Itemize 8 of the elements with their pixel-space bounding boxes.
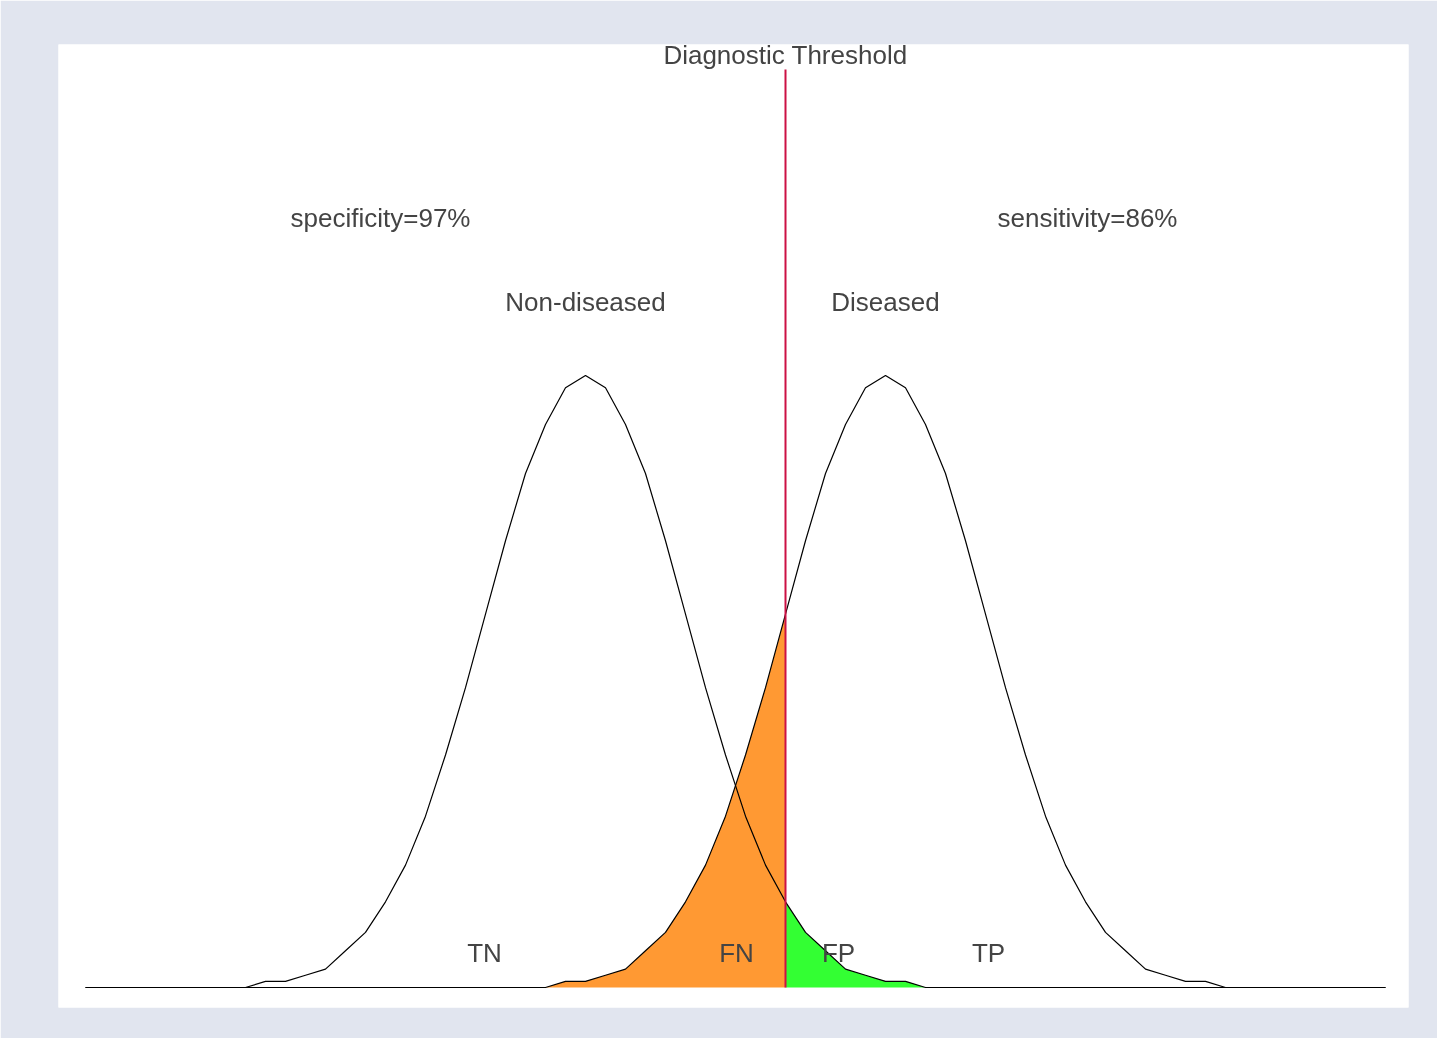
annotation: FN [719,938,754,969]
annotation: TP [971,938,1006,969]
chart-title: Diagnostic Threshold [663,39,908,70]
text: sensitivity=86% [997,203,1178,234]
annotation: TN [467,938,502,969]
text: Diseased [831,287,940,318]
text: specificity=97% [290,203,471,234]
text: Non-diseased [505,287,666,318]
